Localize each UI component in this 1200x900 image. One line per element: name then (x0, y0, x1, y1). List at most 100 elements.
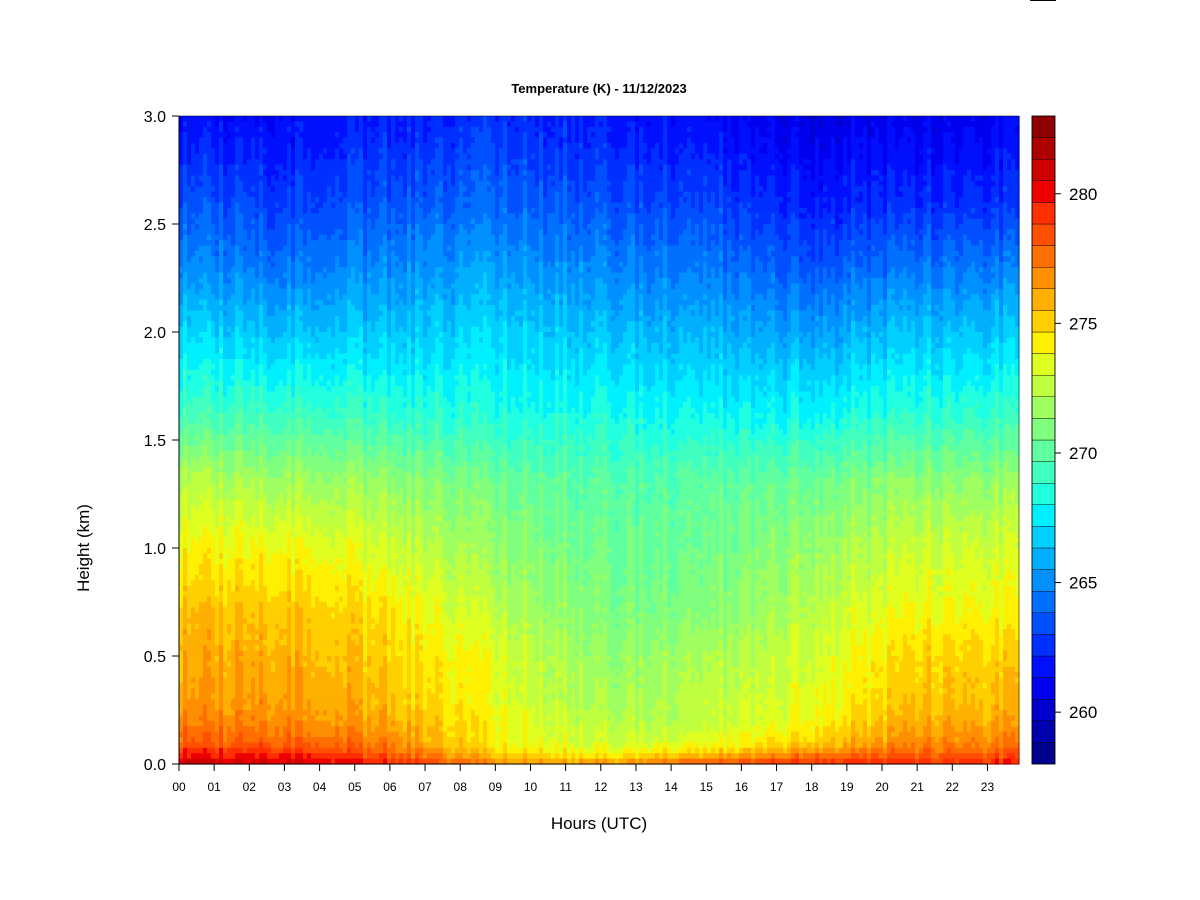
heatmap-cell (203, 726, 208, 732)
heatmap-cell (231, 381, 236, 387)
heatmap-cell (259, 327, 264, 333)
heatmap-cell (279, 672, 284, 678)
heatmap-cell (231, 694, 236, 700)
heatmap-cell (299, 186, 304, 192)
heatmap-cell (303, 305, 308, 311)
heatmap-cell (315, 321, 320, 327)
heatmap-cell (263, 618, 268, 624)
heatmap-cell (295, 440, 300, 446)
heatmap-cell (195, 510, 200, 516)
heatmap-cell (211, 742, 216, 748)
heatmap-cell (263, 607, 268, 613)
heatmap-cell (191, 354, 196, 360)
heatmap-cell (243, 316, 248, 322)
heatmap-cell (279, 591, 284, 597)
heatmap-cell (247, 197, 252, 203)
heatmap-cell (191, 148, 196, 154)
heatmap-cell (263, 505, 268, 511)
heatmap-cell (199, 386, 204, 392)
heatmap-cell (227, 645, 232, 651)
heatmap-cell (195, 278, 200, 284)
heatmap-cell (223, 440, 228, 446)
heatmap-cell (243, 462, 248, 468)
heatmap-cell (179, 208, 184, 214)
heatmap-cell (283, 634, 288, 640)
heatmap-cell (279, 294, 284, 300)
heatmap-cell (215, 494, 220, 500)
heatmap-cell (315, 429, 320, 435)
heatmap-cell (311, 294, 316, 300)
heatmap-cell (279, 219, 284, 225)
heatmap-cell (211, 499, 216, 505)
heatmap-cell (259, 283, 264, 289)
heatmap-cell (303, 597, 308, 603)
heatmap-cell (195, 305, 200, 311)
heatmap-cell (299, 694, 304, 700)
heatmap-cell (223, 300, 228, 306)
heatmap-cell (243, 467, 248, 473)
heatmap-cell (307, 489, 312, 495)
heatmap-cell (291, 456, 296, 462)
heatmap-cell (207, 634, 212, 640)
heatmap-cell (211, 224, 216, 230)
heatmap-cell (279, 170, 284, 176)
heatmap-cell (191, 391, 196, 397)
heatmap-cell (235, 192, 240, 198)
heatmap-cell (307, 116, 312, 122)
heatmap-cell (251, 202, 256, 208)
heatmap-cell (279, 732, 284, 738)
heatmap-cell (287, 273, 292, 279)
heatmap-cell (179, 683, 184, 689)
heatmap-cell (211, 580, 216, 586)
heatmap-cell (271, 726, 276, 732)
heatmap-cell (227, 564, 232, 570)
heatmap-cell (183, 375, 188, 381)
heatmap-cell (279, 678, 284, 684)
heatmap-cell (267, 591, 272, 597)
heatmap-cell (255, 721, 260, 727)
heatmap-cell (215, 375, 220, 381)
heatmap-cell (267, 553, 272, 559)
heatmap-cell (199, 154, 204, 160)
heatmap-cell (267, 375, 272, 381)
heatmap-cell (199, 570, 204, 576)
heatmap-cell (275, 121, 280, 127)
heatmap-cell (179, 559, 184, 565)
heatmap-cell (195, 224, 200, 230)
heatmap-cell (183, 219, 188, 225)
heatmap-cell (291, 246, 296, 252)
heatmap-cell (311, 208, 316, 214)
heatmap-cell (207, 526, 212, 532)
heatmap-cell (195, 715, 200, 721)
heatmap-cell (291, 127, 296, 133)
heatmap-cell (279, 602, 284, 608)
heatmap-cell (187, 332, 192, 338)
heatmap-cell (291, 348, 296, 354)
heatmap-cell (283, 170, 288, 176)
heatmap-cell (187, 408, 192, 414)
heatmap-cell (311, 694, 316, 700)
heatmap-cell (219, 170, 224, 176)
heatmap-cell (283, 715, 288, 721)
heatmap-cell (215, 532, 220, 538)
heatmap-cell (191, 618, 196, 624)
heatmap-cell (271, 364, 276, 370)
heatmap-cell (223, 294, 228, 300)
heatmap-cell (187, 586, 192, 592)
heatmap-cell (211, 618, 216, 624)
heatmap-cell (287, 732, 292, 738)
heatmap-cell (239, 575, 244, 581)
heatmap-cell (287, 753, 292, 759)
heatmap-cell (215, 391, 220, 397)
heatmap-cell (275, 618, 280, 624)
heatmap-cell (187, 354, 192, 360)
heatmap-cell (311, 165, 316, 171)
heatmap-cell (303, 273, 308, 279)
heatmap-cell (283, 391, 288, 397)
heatmap-cell (179, 586, 184, 592)
heatmap-cell (195, 127, 200, 133)
heatmap-cell (191, 613, 196, 619)
heatmap-cell (195, 478, 200, 484)
heatmap-cell (191, 575, 196, 581)
heatmap-cell (283, 499, 288, 505)
